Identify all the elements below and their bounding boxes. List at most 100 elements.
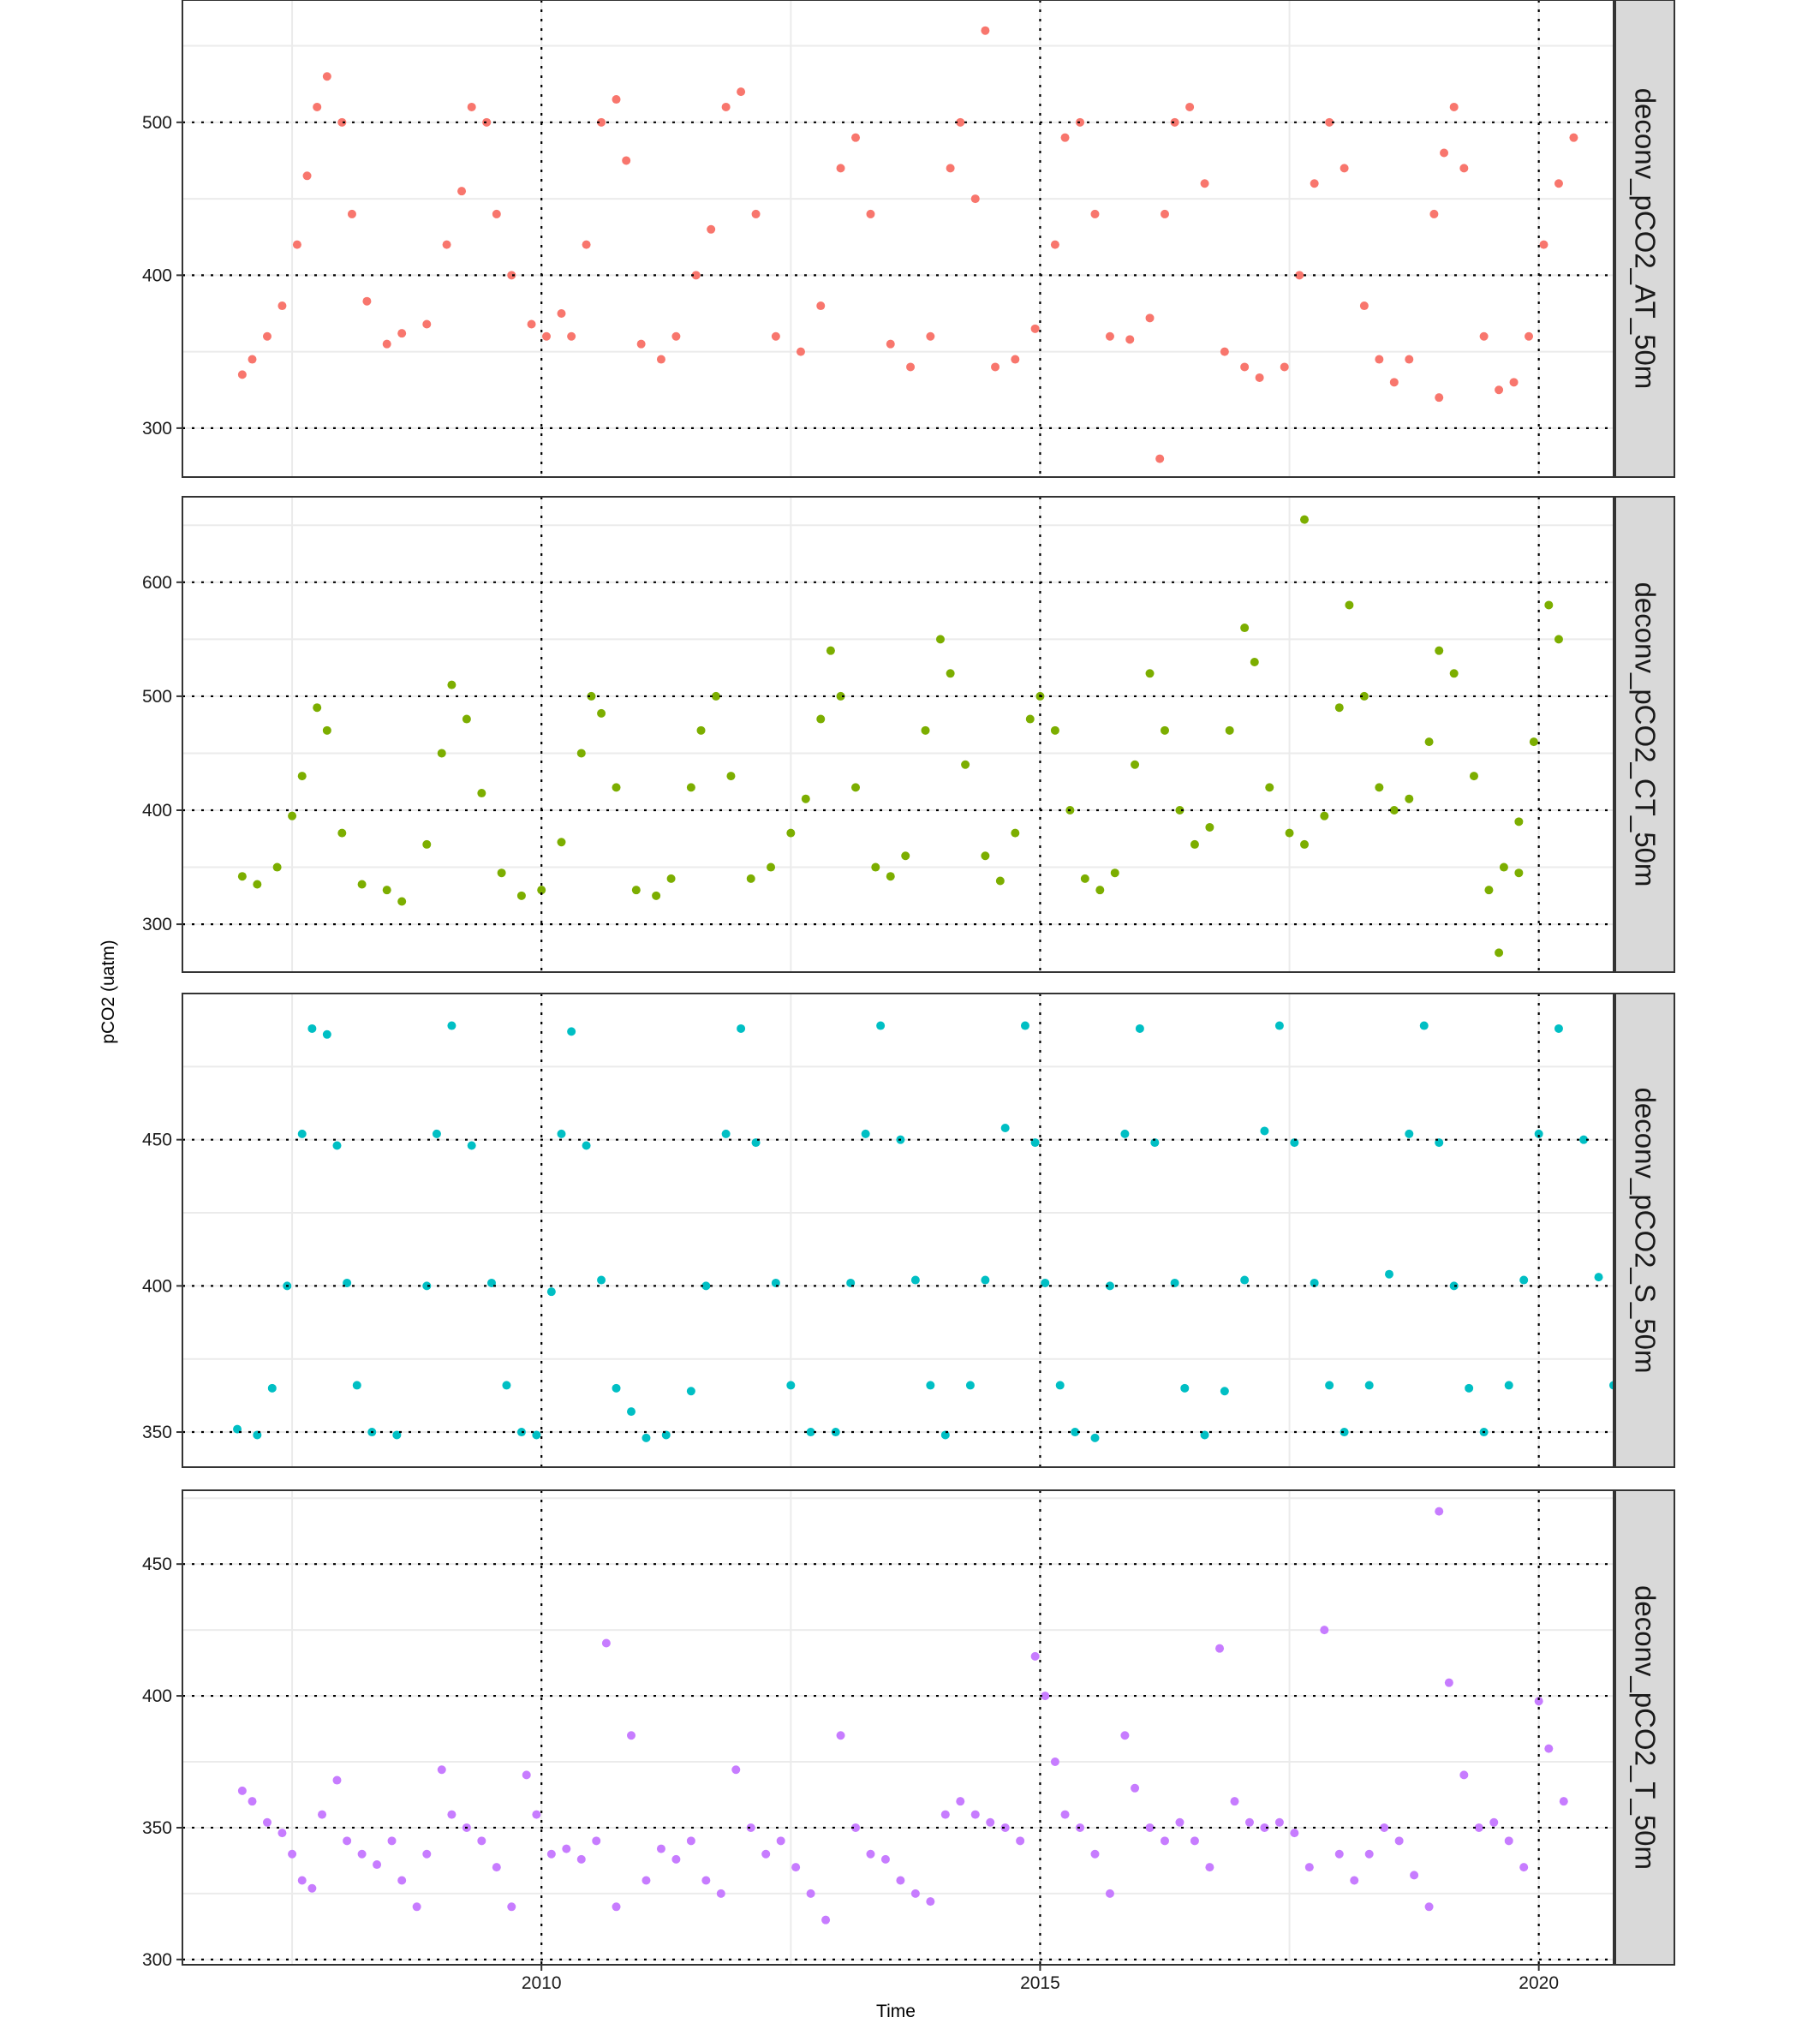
data-point — [627, 1407, 636, 1417]
data-point — [806, 1428, 815, 1437]
data-point — [516, 1428, 526, 1437]
data-point — [1544, 600, 1554, 610]
y-tick-label: 450 — [142, 1555, 172, 1574]
data-point — [1120, 1731, 1130, 1740]
data-point — [1220, 1387, 1229, 1396]
data-point — [318, 1810, 327, 1819]
data-point — [527, 319, 536, 329]
data-point — [1285, 828, 1294, 838]
data-point — [1095, 886, 1105, 895]
data-point — [1534, 1697, 1543, 1706]
data-point — [332, 1141, 342, 1150]
data-point — [1719, 1138, 1728, 1147]
data-point — [576, 1854, 586, 1864]
data-point — [1011, 355, 1020, 364]
data-point — [1410, 1871, 1419, 1880]
data-point — [906, 362, 916, 372]
data-point — [1444, 1678, 1453, 1687]
data-point — [746, 1823, 755, 1832]
data-point — [1295, 271, 1304, 280]
data-point — [567, 331, 576, 341]
panel-background — [182, 1490, 1614, 1965]
data-point — [557, 1129, 566, 1138]
series-points — [233, 1021, 1772, 1442]
data-point — [1200, 1430, 1209, 1440]
facet-panel: 300 400 500 600 deconv_pCO2_CT_50m — [142, 496, 1675, 973]
y-tick-label: 300 — [142, 915, 172, 934]
data-point — [776, 1836, 785, 1846]
data-point — [767, 862, 776, 872]
data-point — [1519, 1863, 1529, 1872]
data-point — [1105, 331, 1114, 341]
data-point — [537, 886, 546, 895]
data-point — [1250, 657, 1259, 666]
facet-strip-label: deconv_pCO2_AT_50m — [1630, 88, 1662, 390]
data-point — [1220, 347, 1229, 356]
data-point — [1350, 1876, 1359, 1885]
data-point — [1554, 1023, 1563, 1033]
data-point — [935, 635, 945, 644]
data-point — [307, 1023, 317, 1033]
data-point — [622, 156, 631, 165]
data-point — [1364, 1381, 1374, 1390]
data-point — [686, 1387, 695, 1396]
data-point — [382, 339, 391, 349]
data-point — [801, 794, 810, 803]
data-point — [532, 1810, 541, 1819]
data-point — [322, 725, 331, 735]
data-point — [761, 1849, 771, 1859]
facet-panel: 350 400 450 deconv_pCO2_S_50m — [142, 993, 1772, 1468]
data-point — [861, 1129, 870, 1138]
data-point — [641, 1876, 651, 1885]
data-point — [1424, 1902, 1434, 1912]
data-point — [237, 370, 247, 379]
data-point — [1255, 373, 1264, 382]
data-point — [612, 783, 621, 792]
data-point — [701, 1281, 711, 1291]
data-point — [322, 1029, 331, 1039]
data-point — [1519, 1275, 1529, 1285]
facet-strip-label: deconv_pCO2_T_50m — [1630, 1585, 1662, 1870]
data-point — [597, 708, 606, 718]
data-point — [462, 714, 471, 724]
data-point — [631, 886, 641, 895]
data-point — [1389, 806, 1399, 815]
data-point — [1763, 1407, 1772, 1416]
facet-panel: 300 350 400 450 deconv_pCO2_T_50m — [142, 1489, 1675, 1970]
data-point — [1050, 725, 1059, 735]
data-point — [791, 1863, 801, 1872]
data-point — [981, 26, 990, 35]
data-point — [1569, 133, 1578, 142]
data-point — [1041, 1278, 1050, 1287]
data-point — [1050, 240, 1059, 249]
data-point — [1375, 783, 1384, 792]
data-point — [332, 1775, 342, 1785]
data-point — [771, 331, 780, 341]
data-point — [696, 725, 706, 735]
data-point — [691, 271, 701, 280]
data-point — [1380, 1823, 1389, 1832]
data-point — [1359, 691, 1369, 701]
data-point — [1155, 454, 1165, 463]
data-point — [961, 760, 970, 769]
data-point — [612, 95, 621, 104]
data-point — [1105, 1281, 1114, 1291]
data-point — [1754, 1384, 1763, 1393]
data-point — [836, 164, 845, 173]
data-point — [562, 1844, 571, 1853]
data-point — [587, 691, 596, 701]
data-point — [382, 886, 391, 895]
data-point — [1389, 378, 1399, 387]
data-point — [1060, 1810, 1070, 1819]
data-point — [871, 862, 880, 872]
data-point — [1260, 1126, 1269, 1136]
data-point — [1594, 1273, 1603, 1282]
data-point — [1125, 335, 1135, 344]
data-point — [1544, 1744, 1554, 1753]
data-point — [666, 874, 676, 883]
data-point — [1310, 1278, 1319, 1287]
data-point — [507, 1902, 516, 1912]
data-point — [1449, 1281, 1459, 1291]
data-point — [467, 102, 476, 111]
data-point — [288, 811, 297, 821]
